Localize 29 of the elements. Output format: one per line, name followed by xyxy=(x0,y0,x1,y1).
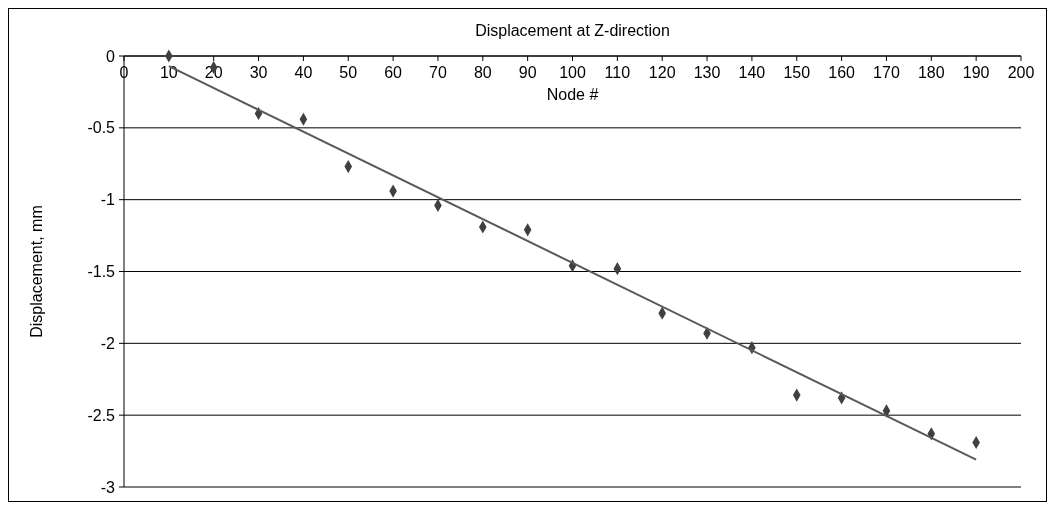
x-tick-label: 170 xyxy=(873,64,900,81)
x-tick-label: 140 xyxy=(738,64,766,81)
x-tick-label: 150 xyxy=(783,64,811,81)
x-tick-label: 160 xyxy=(828,64,856,81)
x-tick-label: 30 xyxy=(249,64,268,81)
y-tick-label: -3 xyxy=(100,478,116,496)
x-tick-label: 60 xyxy=(384,64,403,81)
y-tick-label: -1 xyxy=(100,191,116,209)
x-tick-label: 180 xyxy=(917,64,945,81)
x-tick-label: 120 xyxy=(648,64,676,81)
x-tick-label: 50 xyxy=(339,64,358,81)
x-tick-label: 130 xyxy=(693,64,721,81)
x-tick-label: 90 xyxy=(518,64,537,81)
x-tick-label: 200 xyxy=(1007,64,1035,81)
x-tick-label: 70 xyxy=(429,64,447,81)
x-tick-label: 80 xyxy=(473,64,492,81)
x-axis-title: Node # xyxy=(546,86,599,103)
y-tick-label: 0 xyxy=(106,47,116,65)
chart-title: Displacement at Z-direction xyxy=(475,22,670,39)
x-tick-label: 190 xyxy=(962,64,990,81)
x-tick-label: 40 xyxy=(294,64,313,81)
y-axis-title: Displacement, mm xyxy=(28,205,45,338)
x-tick-label: 100 xyxy=(559,64,586,81)
x-tick-label: 110 xyxy=(604,64,631,81)
y-tick-label: -2.5 xyxy=(87,406,116,424)
y-tick-label: -0.5 xyxy=(87,119,116,137)
y-tick-label: -1.5 xyxy=(87,263,116,281)
y-tick-label: -2 xyxy=(100,334,116,352)
x-tick-label: 0 xyxy=(119,64,129,81)
